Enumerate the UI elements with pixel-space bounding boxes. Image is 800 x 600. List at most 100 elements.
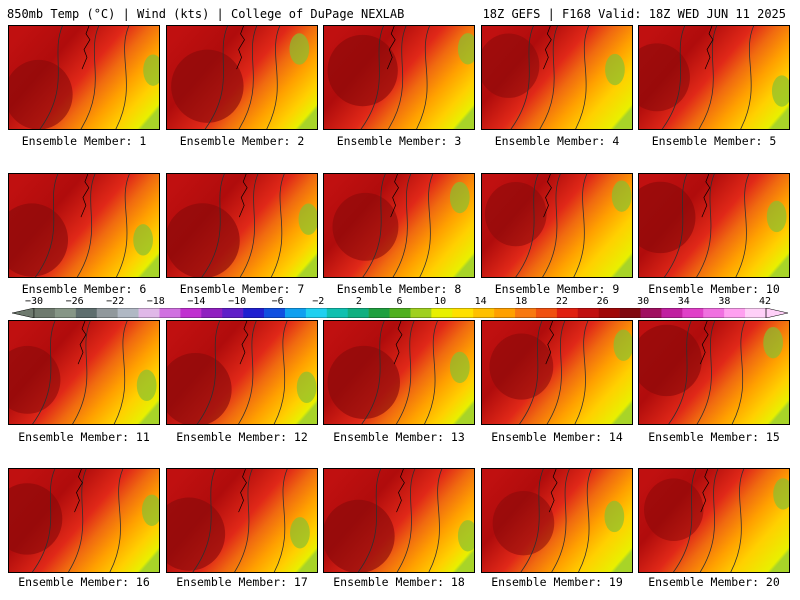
ensemble-member-map <box>8 173 160 278</box>
colorbar-segment <box>284 308 307 318</box>
colorbar-tick-label: −10 <box>228 296 247 307</box>
colorbar-segment <box>54 308 77 318</box>
colorbar-segment <box>180 308 202 318</box>
colorbar-tick-label: −6 <box>271 296 284 307</box>
ensemble-member-caption: Ensemble Member: 5 <box>651 134 777 148</box>
colorbar-segment <box>159 308 181 318</box>
colorbar-segment <box>703 308 725 318</box>
colorbar-segment <box>661 308 683 318</box>
colorbar-tick-label: −22 <box>106 296 125 307</box>
ensemble-member-map <box>638 468 790 573</box>
colorbar-segment <box>243 308 265 318</box>
colorbar-tick-label: 30 <box>637 296 650 307</box>
colorbar-labels: −30 −26 −22 −18 −14 −10 −6 −2 2 6 10 14 18 22 26 30 34 38… <box>0 296 800 308</box>
ensemble-member-map <box>323 468 475 573</box>
colorbar-segment <box>201 308 223 318</box>
ensemble-member-map <box>323 173 475 278</box>
colorbar-segment <box>515 308 537 318</box>
colorbar-segment <box>598 308 620 318</box>
colorbar-tick-label: 34 <box>677 296 690 307</box>
ensemble-member-map <box>481 25 633 130</box>
colorbar-segment <box>577 308 599 318</box>
colorbar-segment <box>138 308 160 318</box>
model-run-info: 18Z GEFS | F168 Valid: 18Z WED JUN 11 20… <box>482 7 786 21</box>
ensemble-member-map <box>166 468 318 573</box>
ensemble-member-map <box>8 468 160 573</box>
map-title: 850mb Temp (°C) | Wind (kts) | College o… <box>7 7 405 21</box>
colorbar-segment <box>619 308 641 318</box>
colorbar-segment <box>494 308 516 318</box>
ensemble-member-caption: Ensemble Member: 16 <box>18 575 150 589</box>
colorbar-tick-label: 10 <box>434 296 447 307</box>
ensemble-member-map <box>638 320 790 425</box>
colorbar-segment <box>96 308 118 318</box>
colorbar-max-arrow <box>765 308 788 318</box>
colorbar-tick-label: 38 <box>718 296 731 307</box>
colorbar-segment <box>34 308 56 318</box>
ensemble-member-map <box>638 25 790 130</box>
ensemble-member-map <box>323 25 475 130</box>
colorbar-min-arrow <box>12 308 35 318</box>
colorbar-segment <box>305 308 328 318</box>
colorbar-segment <box>222 308 244 318</box>
colorbar-tick-label: 6 <box>396 296 403 307</box>
colorbar-segment <box>326 308 349 318</box>
colorbar-segment <box>452 308 474 318</box>
ensemble-member-caption: Ensemble Member: 20 <box>648 575 780 589</box>
ensemble-member-caption: Ensemble Member: 19 <box>491 575 623 589</box>
colorbar-tick-label: 26 <box>596 296 609 307</box>
ensemble-member-map <box>8 25 160 130</box>
colorbar-segment <box>410 308 432 318</box>
ensemble-member-caption: Ensemble Member: 12 <box>176 430 308 444</box>
colorbar-tick-label: 18 <box>515 296 528 307</box>
ensemble-member-caption: Ensemble Member: 14 <box>491 430 623 444</box>
ensemble-member-caption: Ensemble Member: 13 <box>333 430 465 444</box>
colorbar-tick-label: −2 <box>312 296 325 307</box>
temperature-colorbar <box>12 308 788 318</box>
ensemble-member-map <box>481 468 633 573</box>
colorbar-segment <box>368 308 390 318</box>
colorbar-segment <box>264 308 286 318</box>
ensemble-member-caption: Ensemble Member: 8 <box>336 282 462 296</box>
colorbar-tick-label: 14 <box>474 296 487 307</box>
colorbar-tick-label: −26 <box>65 296 84 307</box>
ensemble-member-caption: Ensemble Member: 17 <box>176 575 308 589</box>
ensemble-member-caption: Ensemble Member: 15 <box>648 430 780 444</box>
colorbar-segment <box>640 308 662 318</box>
ensemble-member-caption: Ensemble Member: 2 <box>179 134 305 148</box>
colorbar-tick-label: 2 <box>355 296 362 307</box>
ensemble-member-caption: Ensemble Member: 7 <box>179 282 305 296</box>
colorbar-segment <box>75 308 98 318</box>
colorbar-segment <box>431 308 453 318</box>
ensemble-member-caption: Ensemble Member: 1 <box>21 134 147 148</box>
colorbar-segment <box>724 308 746 318</box>
ensemble-member-map <box>166 320 318 425</box>
ensemble-member-caption: Ensemble Member: 18 <box>333 575 465 589</box>
ensemble-member-map <box>323 320 475 425</box>
ensemble-member-caption: Ensemble Member: 9 <box>494 282 620 296</box>
ensemble-member-map <box>481 173 633 278</box>
ensemble-member-map <box>638 173 790 278</box>
colorbar-segment <box>117 308 139 318</box>
colorbar-tick-label: 22 <box>555 296 568 307</box>
colorbar-segment <box>745 308 767 318</box>
colorbar-tick-label: −18 <box>146 296 165 307</box>
ensemble-member-caption: Ensemble Member: 10 <box>648 282 780 296</box>
colorbar-segment <box>347 308 369 318</box>
colorbar-segment <box>682 308 704 318</box>
ensemble-member-map <box>8 320 160 425</box>
ensemble-member-caption: Ensemble Member: 4 <box>494 134 620 148</box>
ensemble-member-caption: Ensemble Member: 6 <box>21 282 147 296</box>
ensemble-member-map <box>166 25 318 130</box>
colorbar-segment <box>535 308 558 318</box>
colorbar-segment <box>556 308 579 318</box>
ensemble-member-caption: Ensemble Member: 11 <box>18 430 150 444</box>
colorbar-tick-label: 42 <box>758 296 772 307</box>
ensemble-member-map <box>166 173 318 278</box>
colorbar-tick-label: −30 <box>24 296 44 307</box>
colorbar-tick-label: −14 <box>187 296 206 307</box>
colorbar-segment <box>389 308 411 318</box>
ensemble-member-map <box>481 320 633 425</box>
colorbar-segment <box>473 308 495 318</box>
ensemble-member-caption: Ensemble Member: 3 <box>336 134 462 148</box>
